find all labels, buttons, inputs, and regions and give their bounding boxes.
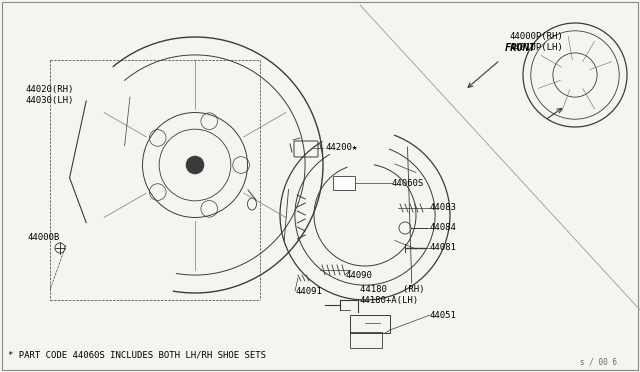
Text: 44060S: 44060S	[392, 179, 424, 187]
Text: 44020(RH)
44030(LH): 44020(RH) 44030(LH)	[25, 84, 74, 105]
Text: 44000P(RH)
44010P(LH): 44000P(RH) 44010P(LH)	[510, 32, 564, 52]
Text: 44083: 44083	[430, 203, 457, 212]
Text: 44090: 44090	[345, 270, 372, 279]
Bar	[350, 332, 382, 348]
Text: * PART CODE 44060S INCLUDES BOTH LH/RH SHOE SETS: * PART CODE 44060S INCLUDES BOTH LH/RH S…	[8, 350, 266, 359]
Text: 44084: 44084	[430, 224, 457, 232]
Text: s / 00 6: s / 00 6	[580, 357, 617, 366]
Text: 44180   (RH)
44180+A(LH): 44180 (RH) 44180+A(LH)	[360, 285, 424, 305]
Text: 44081: 44081	[430, 244, 457, 253]
Text: FRONT: FRONT	[505, 43, 536, 53]
Text: 44200★: 44200★	[325, 144, 357, 153]
Text: 44091: 44091	[295, 286, 322, 295]
Circle shape	[186, 156, 204, 174]
Text: 44051: 44051	[430, 311, 457, 320]
Bar	[350, 315, 390, 333]
Text: 44000B: 44000B	[28, 234, 60, 243]
Bar	[333, 176, 355, 190]
